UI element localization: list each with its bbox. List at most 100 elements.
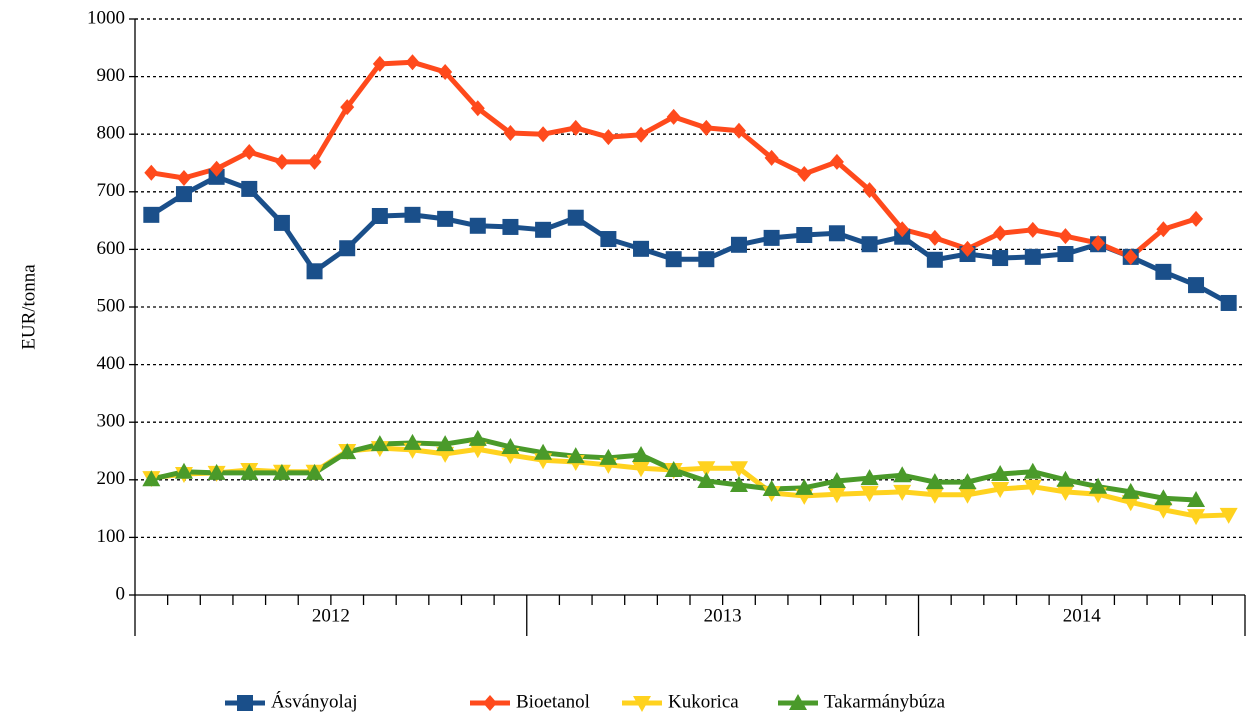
data-point bbox=[174, 462, 193, 479]
y-tick-label: 1000 bbox=[87, 7, 125, 28]
data-point bbox=[1155, 263, 1172, 280]
data-point bbox=[927, 229, 942, 246]
data-point bbox=[370, 435, 389, 452]
data-point bbox=[503, 125, 518, 142]
data-point bbox=[991, 465, 1010, 482]
legend-label: Ásványolaj bbox=[271, 690, 358, 712]
legend-marker bbox=[237, 695, 253, 711]
data-point bbox=[893, 466, 912, 483]
data-point bbox=[568, 119, 583, 136]
data-point bbox=[991, 482, 1010, 499]
data-point bbox=[1220, 294, 1237, 311]
data-point bbox=[403, 433, 422, 450]
data-point bbox=[632, 446, 651, 463]
series-line bbox=[150, 59, 1197, 260]
data-point bbox=[535, 221, 552, 238]
data-point bbox=[1089, 477, 1108, 494]
data-point bbox=[993, 225, 1008, 242]
data-point bbox=[1156, 221, 1171, 238]
legend-marker bbox=[483, 695, 497, 711]
data-point bbox=[1154, 502, 1173, 519]
data-point bbox=[1056, 484, 1075, 501]
legend-marker bbox=[789, 694, 807, 710]
data-point bbox=[536, 126, 551, 143]
data-point bbox=[665, 251, 682, 268]
data-point bbox=[469, 217, 486, 234]
data-point bbox=[861, 236, 878, 253]
data-point bbox=[1091, 235, 1106, 252]
data-point bbox=[404, 206, 421, 223]
data-point bbox=[436, 435, 455, 452]
data-point bbox=[729, 475, 748, 492]
y-tick-label: 700 bbox=[97, 180, 126, 201]
data-point bbox=[371, 207, 388, 224]
data-point bbox=[468, 429, 487, 446]
legend-label: Kukorica bbox=[668, 691, 739, 712]
data-point bbox=[567, 209, 584, 226]
y-tick-label: 500 bbox=[97, 295, 126, 316]
data-point bbox=[1154, 489, 1173, 506]
data-point bbox=[827, 471, 846, 488]
data-point bbox=[207, 463, 226, 480]
data-point bbox=[405, 54, 420, 71]
data-point bbox=[305, 463, 324, 480]
data-point bbox=[438, 63, 453, 80]
data-point bbox=[1023, 479, 1042, 496]
data-point bbox=[958, 487, 977, 504]
y-tick-label: 400 bbox=[97, 353, 126, 374]
data-point bbox=[925, 473, 944, 490]
data-point bbox=[666, 108, 681, 125]
data-point bbox=[142, 470, 161, 487]
y-tick-label: 0 bbox=[116, 583, 126, 604]
data-point bbox=[242, 144, 257, 161]
data-point bbox=[437, 210, 454, 227]
data-point bbox=[372, 55, 387, 72]
data-point bbox=[958, 473, 977, 490]
x-group-label: 2012 bbox=[312, 605, 350, 626]
y-tick-label: 600 bbox=[97, 238, 126, 259]
data-point bbox=[176, 169, 191, 186]
data-point bbox=[600, 231, 617, 248]
data-point bbox=[729, 461, 748, 478]
y-tick-label: 300 bbox=[97, 411, 126, 432]
data-point bbox=[144, 164, 159, 181]
data-point bbox=[960, 240, 975, 257]
y-tick-label: 200 bbox=[97, 468, 126, 489]
data-point bbox=[731, 122, 746, 139]
data-point bbox=[566, 447, 585, 464]
data-point bbox=[1188, 277, 1205, 294]
data-point bbox=[796, 227, 813, 243]
y-axis-label: EUR/tonna bbox=[18, 264, 39, 350]
data-point bbox=[698, 251, 715, 268]
data-point bbox=[634, 126, 649, 143]
data-point bbox=[1058, 228, 1073, 245]
data-point bbox=[340, 99, 355, 116]
data-point bbox=[762, 480, 781, 497]
data-point bbox=[1121, 495, 1140, 512]
data-point bbox=[209, 160, 224, 177]
data-point bbox=[1219, 507, 1238, 524]
x-group-label: 2014 bbox=[1063, 605, 1102, 626]
data-point bbox=[1025, 221, 1040, 238]
data-point bbox=[307, 153, 322, 170]
data-point bbox=[143, 206, 160, 223]
legend-marker bbox=[633, 696, 651, 712]
data-point bbox=[1023, 462, 1042, 479]
data-point bbox=[632, 461, 651, 478]
data-point bbox=[828, 225, 845, 242]
data-point bbox=[699, 119, 714, 136]
data-point bbox=[860, 486, 879, 503]
data-point bbox=[895, 221, 910, 238]
data-point bbox=[599, 448, 618, 465]
x-group-label: 2013 bbox=[704, 605, 742, 626]
data-point bbox=[240, 463, 259, 480]
data-point bbox=[862, 182, 877, 199]
data-point bbox=[272, 463, 291, 480]
data-point bbox=[468, 442, 487, 459]
data-point bbox=[470, 100, 485, 117]
y-tick-label: 900 bbox=[97, 65, 126, 86]
data-point bbox=[1057, 246, 1074, 263]
data-point bbox=[1123, 248, 1138, 265]
data-point bbox=[502, 218, 519, 235]
